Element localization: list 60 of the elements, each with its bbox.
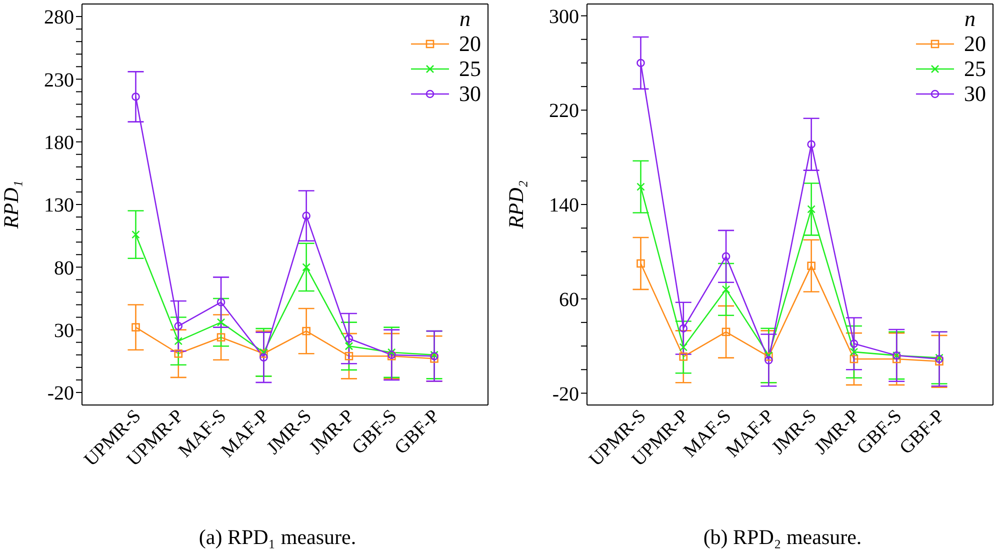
point xyxy=(430,354,438,363)
y-tick-label: -20 xyxy=(552,383,579,406)
text: (a) RPD₁ measure. xyxy=(198,525,358,550)
point xyxy=(302,263,310,272)
point xyxy=(722,285,730,294)
y-tick-label: 140 xyxy=(549,194,579,217)
point xyxy=(216,298,226,306)
point xyxy=(132,230,140,239)
point xyxy=(344,352,354,360)
point xyxy=(174,349,183,358)
point xyxy=(807,262,816,270)
point xyxy=(302,326,310,336)
point xyxy=(850,340,858,348)
point xyxy=(935,357,944,366)
point xyxy=(174,322,183,330)
legend-label: 30 xyxy=(459,81,481,106)
point xyxy=(892,354,901,364)
point xyxy=(679,324,688,332)
legend-title: n xyxy=(964,6,976,31)
y-tick-label: 300 xyxy=(549,6,579,28)
legend-label: 20 xyxy=(459,31,481,56)
y-axis-title: RPD₁ xyxy=(0,180,23,230)
point xyxy=(216,333,226,342)
point xyxy=(636,259,645,268)
point xyxy=(850,348,858,356)
y-tick-label: 130 xyxy=(44,194,74,217)
y-tick-label: 280 xyxy=(44,6,74,29)
legend-label: 20 xyxy=(964,31,986,56)
point xyxy=(807,140,816,148)
point xyxy=(174,336,183,346)
legend-title: n xyxy=(458,6,472,31)
point xyxy=(807,205,816,214)
point xyxy=(216,318,226,326)
point xyxy=(722,328,730,336)
y-tick-label: 230 xyxy=(44,69,74,92)
point xyxy=(132,323,140,332)
y-tick-label: -20 xyxy=(47,382,74,405)
y-tick-label: 80 xyxy=(54,257,74,280)
y-tick-label: 220 xyxy=(549,100,579,122)
text: (b) RPD₂ measure. xyxy=(702,525,863,550)
point xyxy=(636,58,645,68)
y-tick-label: 30 xyxy=(54,320,74,342)
legend-label: 30 xyxy=(964,81,986,106)
point xyxy=(850,354,858,364)
legend-label: 25 xyxy=(459,56,481,81)
point xyxy=(260,353,268,362)
y-tick-label: 60 xyxy=(559,288,579,311)
point xyxy=(679,343,688,352)
point xyxy=(636,182,645,191)
point xyxy=(764,356,773,364)
legend-label: 25 xyxy=(964,56,986,81)
point xyxy=(344,334,354,343)
point xyxy=(679,352,688,361)
point xyxy=(302,212,310,220)
point xyxy=(132,92,140,101)
y-axis-title: RPD₂ xyxy=(504,180,528,230)
point xyxy=(344,342,354,350)
y-tick-label: 180 xyxy=(44,132,74,154)
point xyxy=(722,252,730,261)
point xyxy=(387,348,396,357)
